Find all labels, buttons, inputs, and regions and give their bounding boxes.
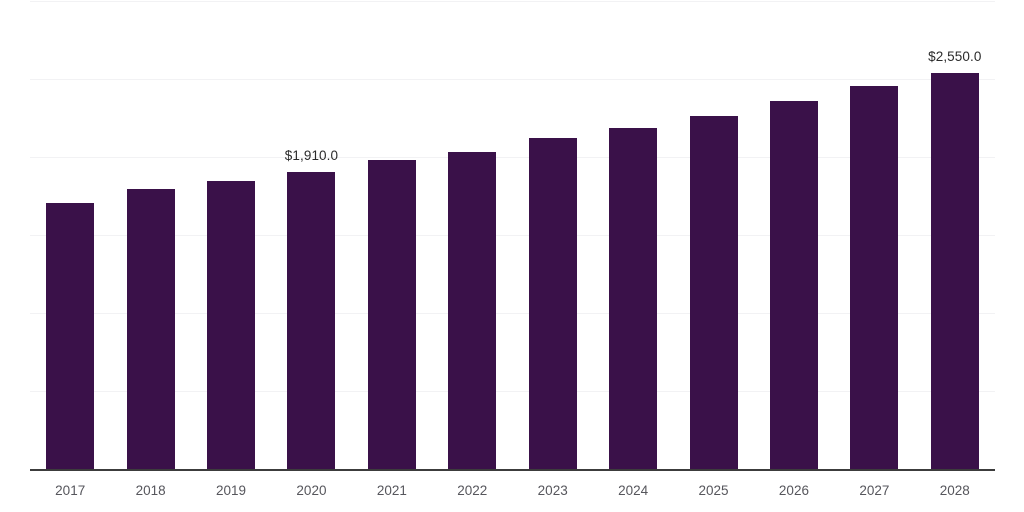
bar-2017[interactable] (46, 203, 95, 470)
bar-rect[interactable] (448, 152, 497, 470)
x-tick-label-2018: 2018 (135, 483, 166, 498)
bar-rect[interactable] (367, 160, 416, 470)
x-tick-label-2025: 2025 (698, 483, 729, 498)
bar-value-label-2028: $2,550.0 (928, 48, 982, 64)
bar-2025[interactable] (689, 115, 738, 470)
bar-2023[interactable] (528, 138, 577, 470)
x-tick-label-2028: 2028 (939, 483, 970, 498)
bar-value-label-2020: $1,910.0 (284, 148, 339, 164)
bar-2028[interactable]: $2,550.0 (928, 49, 981, 470)
x-tick-label-2021: 2021 (376, 483, 407, 498)
bar-rect[interactable] (850, 85, 899, 470)
bar-2020[interactable]: $1,910.0 (285, 148, 338, 470)
x-tick-label-2017: 2017 (55, 483, 86, 498)
bar-2024[interactable] (609, 127, 658, 470)
x-tick-label-2020: 2020 (296, 483, 327, 498)
x-tick-label-2027: 2027 (859, 483, 890, 498)
bar-2018[interactable] (126, 189, 175, 470)
bar-2027[interactable] (850, 85, 899, 470)
x-axis-line (30, 469, 995, 471)
bar-rect[interactable] (930, 72, 979, 470)
bar-2022[interactable] (448, 152, 497, 470)
bar-2026[interactable] (769, 100, 818, 470)
bar-rect[interactable] (207, 180, 256, 470)
x-tick-label-2019: 2019 (216, 483, 247, 498)
bar-rect[interactable] (46, 203, 95, 470)
bar-rect[interactable] (769, 100, 818, 470)
x-tick-label-2023: 2023 (537, 483, 568, 498)
bar-rect[interactable] (287, 172, 336, 470)
bar-rect[interactable] (689, 115, 738, 470)
x-tick-label-2024: 2024 (618, 483, 649, 498)
bar-2019[interactable] (207, 180, 256, 470)
bar-rect[interactable] (126, 189, 175, 470)
plot-area: $1,910.0 $2,550.0 (30, 0, 995, 470)
x-axis-tick-labels: 2017 2018 2019 2020 2021 2022 2023 2024 2025 2026… (30, 481, 995, 512)
x-tick-label-2022: 2022 (457, 483, 488, 498)
bar-rect[interactable] (528, 138, 577, 470)
bar-2021[interactable] (367, 160, 416, 470)
x-tick-label-2026: 2026 (778, 483, 809, 498)
bar-rect[interactable] (609, 127, 658, 470)
